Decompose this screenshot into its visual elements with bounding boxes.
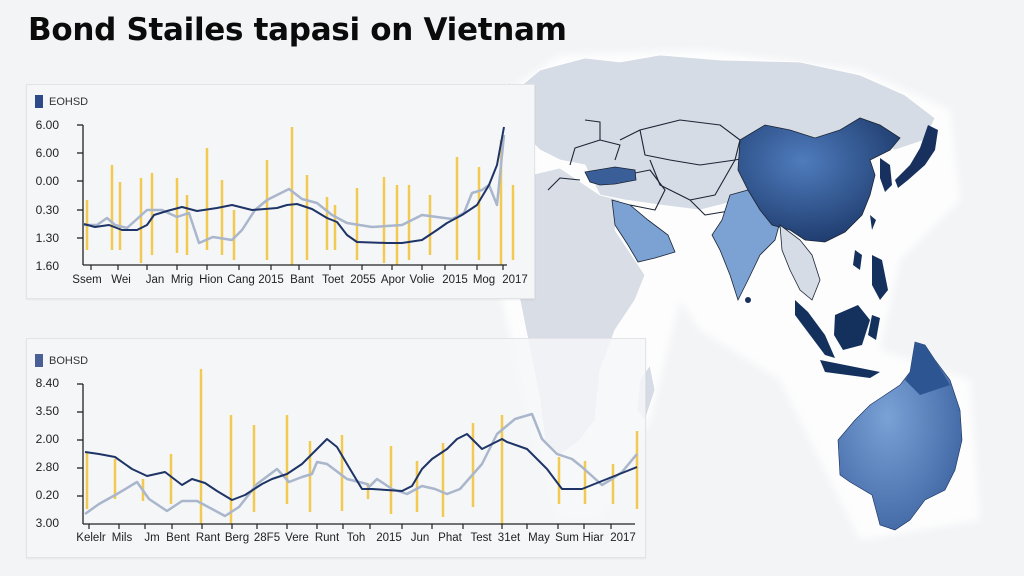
- x-tick: Cang: [227, 274, 255, 286]
- y-tick: 1.30: [35, 231, 59, 245]
- bottom-chart-plot: [77, 369, 639, 529]
- y-tick: 3.50: [35, 404, 59, 418]
- top-chart-panel: EOHSD 6.00 6.00 0.00 0.30 1.30 1.60: [26, 84, 535, 299]
- y-tick: 0.30: [35, 203, 59, 217]
- x-tick: Jan: [145, 274, 165, 286]
- x-tick: Toh: [346, 532, 366, 544]
- region-turkey: [584, 166, 637, 186]
- region-korea: [880, 158, 892, 192]
- x-tick: Hiar: [582, 532, 604, 544]
- legend-label: BOHSD: [49, 354, 89, 367]
- page-title: Bond Stailes tapasi on Vietnam: [28, 12, 567, 48]
- x-tick: Runt: [314, 532, 340, 544]
- x-tick: Rant: [195, 532, 221, 544]
- legend-swatch: [35, 95, 43, 108]
- x-tick: Toet: [322, 274, 344, 286]
- x-tick: 2015: [376, 532, 402, 544]
- x-tick: 2017: [502, 274, 528, 286]
- x-tick: 2015: [442, 274, 468, 286]
- x-tick: Mrig: [170, 274, 194, 286]
- legend-swatch: [35, 354, 43, 367]
- y-tick: 0.20: [35, 488, 59, 502]
- x-tick: 31et: [497, 532, 521, 544]
- legend-label: EOHSD: [49, 95, 89, 108]
- region-china: [737, 117, 901, 243]
- x-tick: Hion: [199, 274, 223, 286]
- y-tick: 6.00: [35, 146, 59, 160]
- x-tick: Wei: [111, 274, 131, 286]
- y-tick: 1.60: [35, 259, 59, 273]
- y-tick: 2.80: [35, 460, 59, 474]
- x-tick: Phat: [438, 532, 462, 544]
- region-japan: [895, 125, 938, 188]
- x-tick: 2055: [350, 274, 376, 286]
- x-tick: Volie: [409, 274, 435, 286]
- bottom-chart-legend: BOHSD: [35, 354, 88, 367]
- x-tick: Mog: [472, 274, 496, 286]
- bottom-chart-panel: BOHSD 8.40 3.50 2.00 2.80 0.20 3.00: [26, 338, 646, 558]
- x-tick: Kelelr: [76, 532, 106, 544]
- x-tick: Bent: [166, 532, 190, 544]
- y-tick: 6.00: [35, 118, 59, 132]
- x-tick: Sum: [555, 532, 579, 544]
- y-tick: 0.00: [35, 174, 59, 188]
- x-tick: Apor: [380, 274, 406, 286]
- x-tick: Bant: [290, 274, 314, 286]
- region-saudi-arabia: [611, 199, 676, 263]
- x-tick: 2017: [610, 532, 636, 544]
- region-indonesia: [795, 215, 888, 378]
- x-tick: Berg: [224, 532, 250, 544]
- x-tick: 2015: [258, 274, 284, 286]
- x-tick: Jm: [144, 532, 160, 544]
- x-tick: May: [528, 532, 550, 544]
- y-tick: 2.00: [35, 432, 59, 446]
- y-tick: 3.00: [35, 516, 59, 530]
- x-tick: Mils: [111, 532, 133, 544]
- x-tick: Ssem: [72, 274, 102, 286]
- x-tick: 28F5: [253, 532, 281, 544]
- x-tick: Vere: [285, 532, 309, 544]
- x-tick: Test: [470, 532, 492, 544]
- top-chart-plot: [77, 124, 515, 270]
- top-chart-legend: EOHSD: [35, 95, 88, 108]
- y-tick: 8.40: [35, 376, 59, 390]
- x-tick: Jun: [410, 532, 430, 544]
